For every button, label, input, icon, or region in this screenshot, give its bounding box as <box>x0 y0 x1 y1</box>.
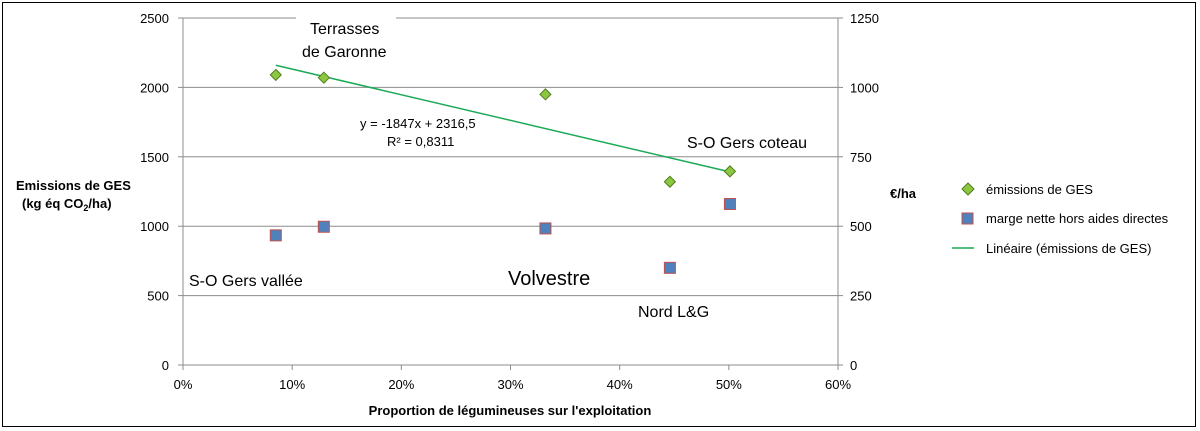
point-emissions-1 <box>317 71 331 84</box>
region-label-background <box>296 10 396 66</box>
x-tick-label-2: 20% <box>388 377 414 392</box>
region-label-nord-lg: Nord L&G <box>638 304 709 321</box>
x-tick-label-1: 10% <box>279 377 305 392</box>
point-marge-3 <box>663 261 676 274</box>
x-tick-label-4: 40% <box>607 377 633 392</box>
trendline-r-squared: R² = 0,8311 <box>387 134 454 149</box>
legend-label-lineaire: Linéaire (émissions de GES) <box>986 241 1151 256</box>
y-left-tick-label-1: 500 <box>147 289 169 304</box>
point-emissions-3 <box>663 175 677 188</box>
region-label-terrasses-line1: Terrasses <box>310 21 379 38</box>
y-left-tick-label-2: 1000 <box>140 219 169 234</box>
legend-square-icon <box>961 212 974 225</box>
y-left-tick-label-5: 2500 <box>140 11 169 26</box>
point-emissions-2 <box>539 88 552 101</box>
legend-label-emissions: émissions de GES <box>986 182 1093 197</box>
axes <box>178 17 843 370</box>
y-right-tick-label-2: 500 <box>850 219 872 234</box>
region-label-so-gers-vallee: S-O Gers vallée <box>189 273 303 290</box>
y-right-tick-label-5: 1250 <box>850 11 879 26</box>
x-tick-label-3: 30% <box>497 377 523 392</box>
region-label-terrasses-line2: de Garonne <box>302 44 387 61</box>
x-tick-label-0: 0% <box>174 377 193 392</box>
y-right-tick-label-0: 0 <box>850 358 857 373</box>
point-marge-2 <box>539 222 552 235</box>
y-right-tick-label-1: 250 <box>850 289 872 304</box>
region-label-so-gers-coteau: S-O Gers coteau <box>687 135 807 152</box>
y-right-tick-label-3: 750 <box>850 150 872 165</box>
y-right-axis-title: €/ha <box>890 186 917 201</box>
y-left-tick-label-4: 2000 <box>140 80 169 95</box>
trendline-group <box>275 64 731 173</box>
legend: émissions de GES marge nette hors aides … <box>952 182 1169 256</box>
x-axis-title: Proportion de légumineuses sur l'exploit… <box>369 403 652 418</box>
point-marge-4 <box>723 197 736 210</box>
y-left-axis-title-line1: Emissions de GES <box>16 178 131 193</box>
y-left-axis-title-suffix: /ha) <box>88 196 111 211</box>
tick-labels: 0% 10% 20% 30% 40% 50% 60%05001000150020002500… <box>140 11 879 392</box>
grid <box>183 17 838 297</box>
data-points <box>269 68 737 274</box>
y-left-axis-title-line2: (kg éq CO2/ha) <box>22 196 112 213</box>
y-right-tick-label-4: 1000 <box>850 80 879 95</box>
legend-diamond-icon <box>961 182 975 196</box>
y-left-axis-title-subscript: 2 <box>83 203 88 213</box>
x-tick-label-6: 60% <box>825 377 851 392</box>
point-marge-1 <box>317 220 330 233</box>
region-label-volvestre: Volvestre <box>508 268 590 290</box>
x-tick-label-5: 50% <box>716 377 742 392</box>
legend-label-marge: marge nette hors aides directes <box>986 211 1169 226</box>
point-emissions-4 <box>723 165 737 178</box>
trendline-equation: y = -1847x + 2316,5 <box>360 116 476 131</box>
y-left-tick-label-0: 0 <box>162 358 169 373</box>
y-left-tick-label-3: 1500 <box>140 150 169 165</box>
point-emissions-0 <box>269 68 282 82</box>
trendline <box>275 64 731 173</box>
point-marge-0 <box>269 229 282 242</box>
y-left-axis-title-prefix: (kg éq CO <box>22 196 83 211</box>
